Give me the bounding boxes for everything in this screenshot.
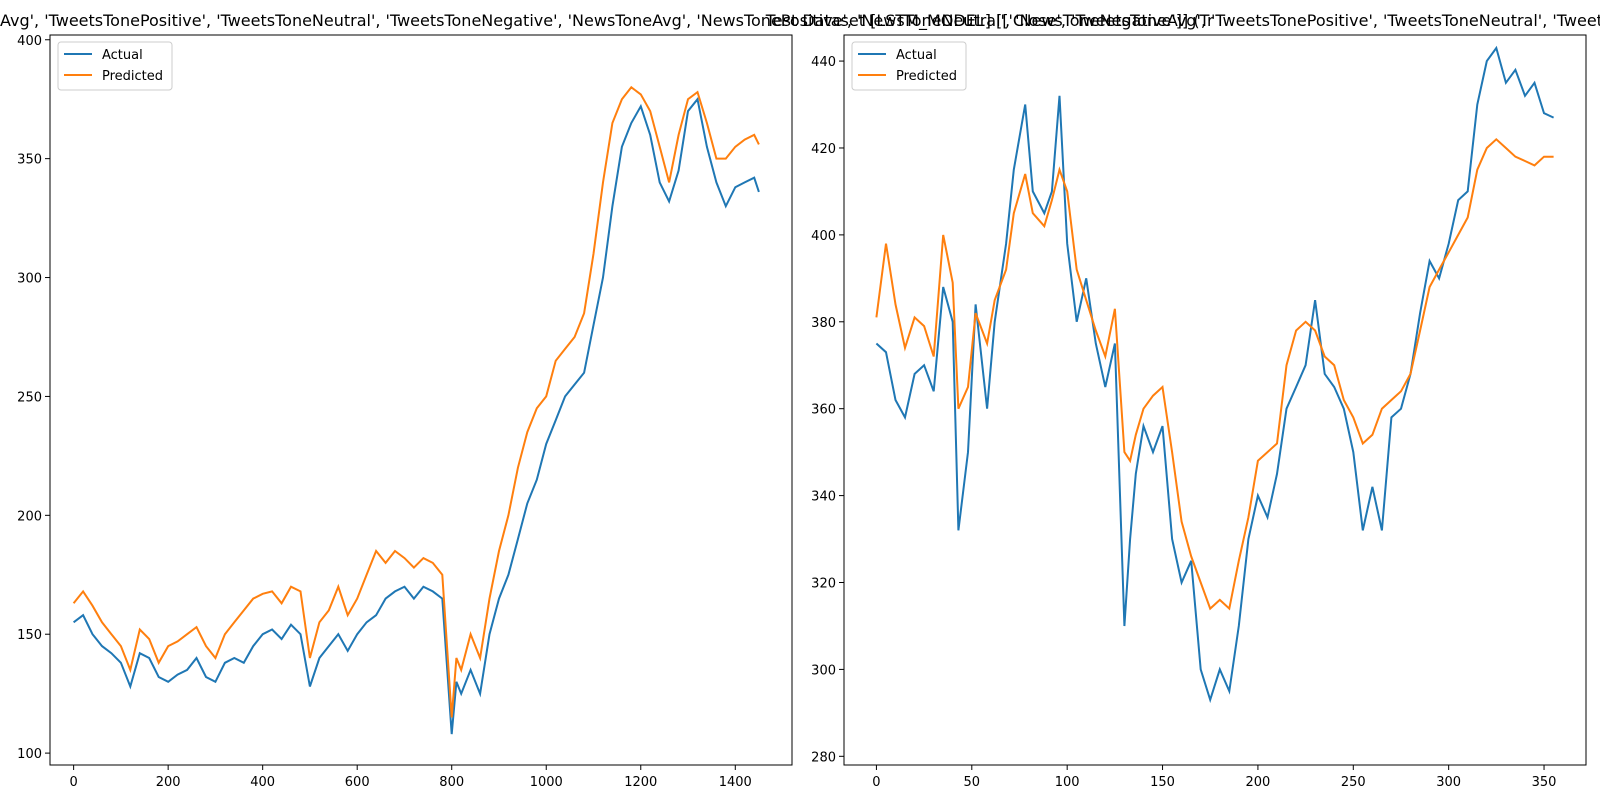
x-tick-label: 250	[1341, 775, 1366, 790]
y-tick-label: 400	[811, 229, 836, 244]
y-tick-label: 300	[811, 663, 836, 678]
x-tick-label: 800	[439, 775, 464, 790]
chart-panel-right: Test Dataset [LSTM_MODEL] [['Close', 'Tw…	[765, 11, 1600, 790]
legend: Actual Predicted	[851, 41, 967, 91]
y-tick-label: 340	[811, 490, 836, 505]
x-tick-label: 300	[1436, 775, 1461, 790]
series-line-actual	[73, 96, 760, 735]
x-tick-label: 200	[156, 775, 181, 790]
y-tick-label: 150	[17, 628, 42, 643]
x-tick-label: 1200	[624, 775, 657, 790]
series-line-predicted	[72, 85, 760, 718]
axes-frame	[843, 34, 1587, 766]
chart-panel-left: Avg', 'TweetsTonePositive', 'TweetsToneN…	[0, 11, 1214, 790]
x-tick-label: 150	[1150, 775, 1175, 790]
y-tick-label: 350	[17, 153, 42, 168]
y-tick-label: 420	[811, 142, 836, 157]
series-line-predicted	[875, 137, 1554, 611]
x-tick-label: 200	[1246, 775, 1271, 790]
legend-label-actual: Actual	[896, 48, 937, 63]
x-tick-label: 400	[250, 775, 275, 790]
chart-title: Avg', 'TweetsTonePositive', 'TweetsToneN…	[0, 11, 1214, 30]
y-tick-label: 360	[811, 403, 836, 418]
x-tick-label: 0	[69, 775, 77, 790]
series-line-actual	[875, 45, 1555, 704]
y-tick-label: 320	[811, 577, 836, 592]
legend-label-predicted: Predicted	[102, 69, 163, 84]
x-tick-label: 1400	[719, 775, 752, 790]
x-tick-label: 1000	[530, 775, 563, 790]
y-tick-label: 440	[811, 55, 836, 70]
legend-label-actual: Actual	[102, 48, 143, 63]
y-tick-label: 400	[17, 34, 42, 49]
chart-title: Test Dataset [LSTM_MODEL] [['Close', 'Tw…	[765, 11, 1600, 31]
y-tick-label: 280	[811, 750, 836, 765]
axes-frame	[49, 34, 793, 766]
y-tick-label: 200	[17, 509, 42, 524]
legend-label-predicted: Predicted	[896, 69, 957, 84]
y-tick-label: 380	[811, 316, 836, 331]
x-tick-label: 350	[1532, 775, 1557, 790]
x-tick-label: 0	[872, 775, 880, 790]
y-tick-label: 100	[17, 747, 42, 762]
x-tick-label: 50	[964, 775, 981, 790]
legend: Actual Predicted	[57, 41, 173, 91]
x-tick-label: 100	[1055, 775, 1080, 790]
y-tick-label: 300	[17, 272, 42, 287]
y-tick-label: 250	[17, 390, 42, 405]
x-tick-label: 600	[345, 775, 370, 790]
